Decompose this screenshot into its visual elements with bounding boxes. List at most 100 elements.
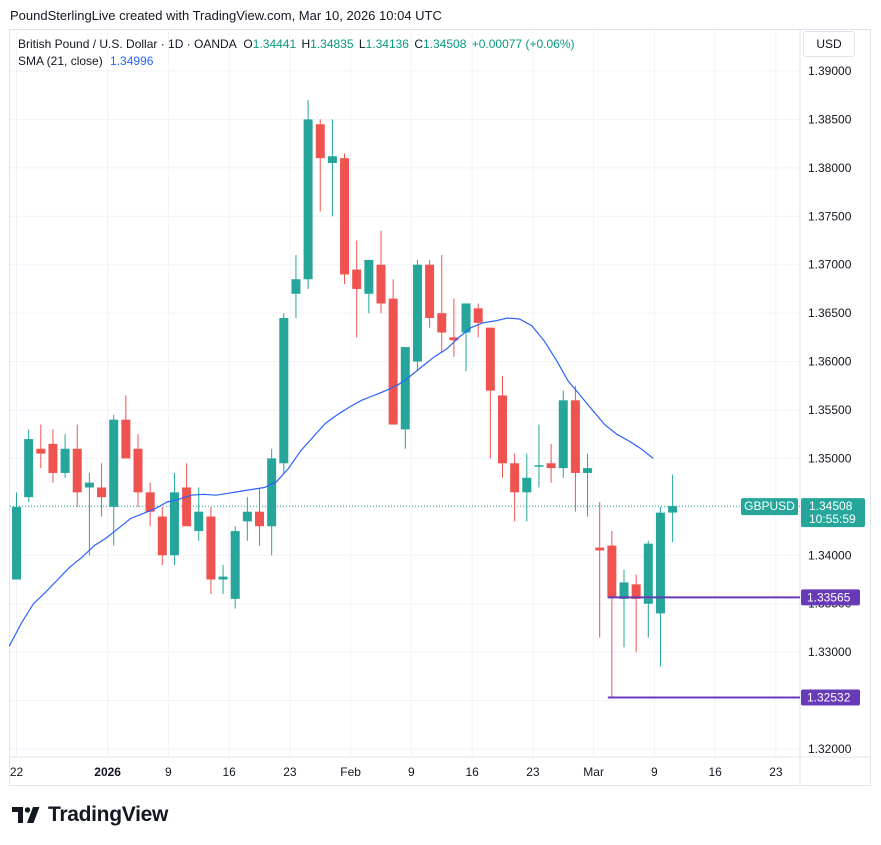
tradingview-logo[interactable]: TradingView [12, 803, 168, 827]
symbol-description[interactable]: British Pound / U.S. Dollar · 1D · OANDA [18, 37, 237, 51]
y-tick-label: 1.35500 [808, 403, 852, 417]
candle-down[interactable] [157, 516, 167, 556]
level-price-tag [801, 589, 860, 606]
low-label: L [358, 37, 366, 51]
x-tick-label: 16 [222, 765, 236, 779]
candle-down[interactable] [510, 463, 520, 493]
candle-up[interactable] [400, 347, 410, 430]
candle-up[interactable] [84, 482, 94, 488]
candle-down[interactable] [133, 448, 143, 493]
x-tick-label: 16 [708, 765, 722, 779]
candle-up[interactable] [12, 506, 21, 580]
candle-up[interactable] [558, 400, 568, 469]
level-price-tag [801, 689, 860, 706]
current-price-tag [801, 498, 865, 528]
candle-down[interactable] [182, 487, 192, 527]
candle-down[interactable] [340, 158, 350, 275]
candle-down[interactable] [315, 124, 325, 159]
y-tick-label: 1.36000 [808, 355, 852, 369]
currency-button[interactable]: USD [803, 31, 855, 57]
y-tick-label: 1.35000 [808, 451, 852, 465]
candle-down[interactable] [206, 516, 216, 580]
y-tick-label: 1.33000 [808, 645, 852, 659]
candle-up[interactable] [327, 156, 337, 164]
x-tick-label: 23 [526, 765, 540, 779]
candle-down[interactable] [376, 264, 386, 304]
sma-line[interactable] [8, 317, 654, 647]
close-value: 1.34508 [423, 37, 467, 51]
candle-down[interactable] [485, 327, 495, 391]
candle-up[interactable] [619, 582, 629, 599]
symbol-tag [741, 498, 798, 516]
candle-up[interactable] [643, 543, 653, 604]
chart-frame [9, 29, 871, 786]
x-tick-label: 9 [651, 765, 658, 779]
y-tick-label: 1.32000 [808, 742, 852, 756]
y-tick-label: 1.37000 [808, 258, 852, 272]
candle-down[interactable] [36, 448, 46, 454]
candle-down[interactable] [498, 395, 507, 464]
tradingview-logo-text: TradingView [48, 803, 169, 826]
candle-down[interactable] [48, 443, 58, 473]
candle-down[interactable] [145, 492, 155, 512]
y-tick-label: 1.34000 [808, 548, 852, 562]
candle-down[interactable] [97, 487, 107, 498]
candle-up[interactable] [583, 468, 593, 473]
x-tick-label: 9 [408, 765, 415, 779]
y-tick-label: 1.36500 [808, 306, 852, 320]
candle-up[interactable] [364, 259, 374, 294]
open-label: O [243, 37, 253, 51]
candle-up[interactable] [279, 317, 289, 464]
high-label: H [301, 37, 311, 51]
high-value: 1.34835 [310, 37, 354, 51]
candle-down[interactable] [388, 298, 398, 425]
candle-down[interactable] [449, 337, 459, 341]
candle-up[interactable] [522, 477, 532, 493]
sma-row: SMA (21, close) 1.34996 [18, 53, 574, 70]
y-tick-label: 1.39000 [808, 64, 852, 78]
candle-down[interactable] [607, 545, 617, 598]
x-tick-label: 23 [283, 765, 297, 779]
chart-legend: British Pound / U.S. Dollar · 1D · OANDA… [18, 36, 574, 70]
candle-up[interactable] [291, 279, 301, 294]
x-tick-label: 22 [10, 765, 24, 779]
candle-up[interactable] [534, 465, 544, 467]
candle-down[interactable] [437, 313, 447, 333]
candle-down[interactable] [121, 419, 131, 459]
candle-down[interactable] [352, 269, 362, 289]
x-tick-label: Mar [583, 765, 604, 779]
level-price-label: 1.32532 [807, 690, 851, 704]
candle-down[interactable] [473, 308, 483, 323]
candle-down[interactable] [72, 448, 82, 493]
y-tick-label: 1.38500 [808, 112, 852, 126]
candle-up[interactable] [461, 303, 471, 333]
candle-down[interactable] [425, 264, 435, 318]
open-value: 1.34441 [252, 37, 297, 51]
candle-up[interactable] [242, 511, 252, 522]
candle-up[interactable] [218, 576, 228, 580]
candle-down[interactable] [255, 511, 264, 527]
candle-up[interactable] [194, 511, 204, 532]
sma-label[interactable]: SMA (21, close) [18, 54, 103, 68]
candle-up[interactable] [109, 419, 119, 507]
candle-up[interactable] [303, 119, 313, 280]
x-tick-label: 16 [465, 765, 479, 779]
candle-up[interactable] [169, 492, 179, 556]
symbol-tag-label: GBPUSD [744, 499, 795, 513]
x-tick-label: Feb [340, 765, 361, 779]
change-value: +0.00077 (+0.06%) [471, 37, 575, 51]
candle-up[interactable] [60, 448, 70, 473]
bar-countdown: 10:55:59 [809, 512, 856, 526]
candle-up[interactable] [412, 264, 422, 362]
candle-down[interactable] [631, 584, 641, 599]
candle-up[interactable] [230, 531, 240, 599]
candle-up[interactable] [655, 512, 665, 614]
candle-down[interactable] [570, 400, 580, 473]
candle-up[interactable] [267, 458, 277, 527]
candle-down[interactable] [595, 547, 605, 551]
candle-up[interactable] [668, 506, 678, 513]
candle-up[interactable] [24, 439, 34, 498]
candle-down[interactable] [546, 463, 556, 469]
y-tick-label: 1.38000 [808, 161, 852, 175]
